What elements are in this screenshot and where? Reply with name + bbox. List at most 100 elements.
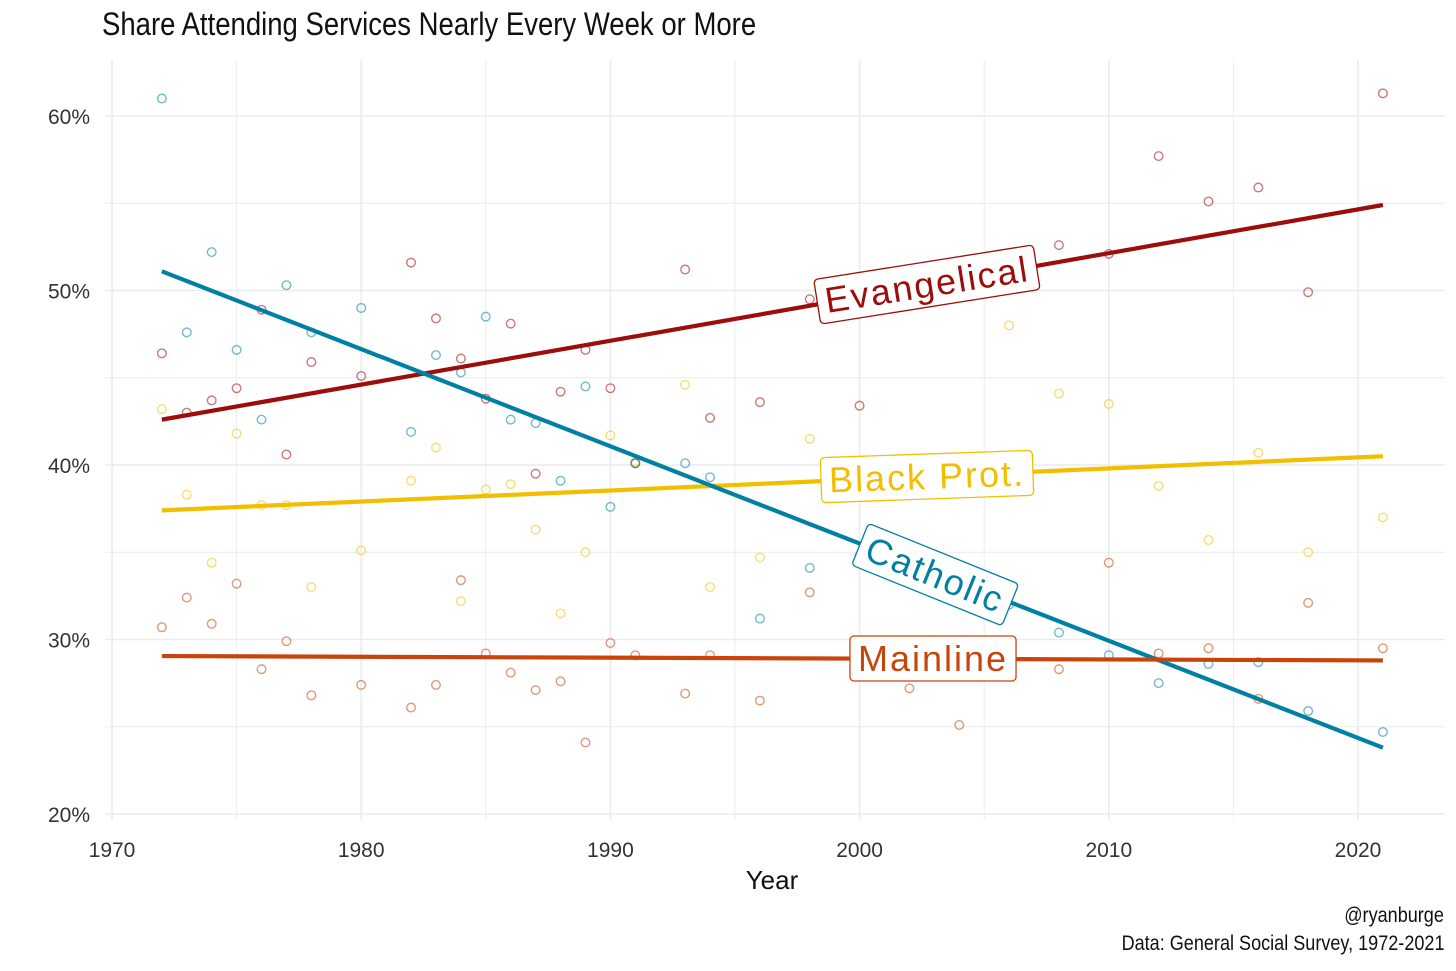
caption-source: Data: General Social Survey, 1972-2021 — [1121, 932, 1444, 955]
data-point — [680, 379, 691, 390]
data-point — [256, 664, 267, 675]
data-point — [206, 247, 217, 258]
data-point — [480, 484, 491, 495]
data-point — [580, 381, 591, 392]
data-point — [854, 400, 865, 411]
y-tick-label: 20% — [48, 804, 90, 827]
data-point — [505, 414, 516, 425]
x-tick-label: 2020 — [1335, 839, 1382, 862]
data-point — [306, 690, 317, 701]
x-tick-label: 1990 — [587, 839, 634, 862]
data-point — [1153, 678, 1164, 689]
data-point — [1253, 182, 1264, 193]
data-point — [555, 676, 566, 687]
y-tick-label: 50% — [48, 281, 90, 304]
series-label-text: Black Prot. — [828, 453, 1025, 501]
data-point — [306, 582, 317, 593]
data-point — [356, 679, 367, 690]
x-tick-label: 1970 — [89, 839, 136, 862]
data-point — [231, 578, 242, 589]
data-point — [1153, 648, 1164, 659]
data-point — [1004, 320, 1015, 331]
data-point — [505, 318, 516, 329]
data-point — [904, 683, 915, 694]
series-points-black-prot- — [156, 320, 1388, 619]
x-axis-label: Year — [746, 865, 799, 895]
data-point — [1377, 512, 1388, 523]
series-label-box — [849, 635, 1017, 682]
data-point — [705, 472, 716, 483]
series-label: Black Prot. — [819, 449, 1035, 504]
data-point — [181, 592, 192, 603]
trend-line — [161, 269, 1384, 750]
series-label-text: Catholic — [860, 528, 1011, 621]
data-point — [505, 667, 516, 678]
data-point — [705, 412, 716, 423]
data-point — [1377, 726, 1388, 737]
data-point — [281, 636, 292, 647]
data-point — [1303, 547, 1314, 558]
data-point — [156, 93, 167, 104]
data-point — [804, 562, 815, 573]
data-point — [231, 344, 242, 355]
data-point — [630, 458, 641, 469]
series-label-box — [852, 523, 1019, 626]
data-point — [580, 547, 591, 558]
data-point — [1153, 151, 1164, 162]
data-point — [480, 311, 491, 322]
series-points-evangelical — [156, 88, 1388, 479]
data-point — [1053, 627, 1064, 638]
data-point — [804, 433, 815, 444]
data-point — [430, 313, 441, 324]
data-point — [804, 587, 815, 598]
data-point — [356, 545, 367, 556]
data-point — [530, 524, 541, 535]
data-point — [1303, 706, 1314, 717]
series-label-text: Mainline — [858, 638, 1008, 679]
series-label-box — [819, 449, 1035, 504]
data-point — [406, 257, 417, 268]
data-point — [256, 414, 267, 425]
data-point — [555, 475, 566, 486]
data-point — [530, 685, 541, 696]
data-point — [505, 479, 516, 490]
series-label-box — [813, 244, 1041, 325]
data-point — [1303, 597, 1314, 608]
y-tick-label: 60% — [48, 106, 90, 129]
data-point — [181, 489, 192, 500]
data-point — [156, 622, 167, 633]
data-point — [680, 688, 691, 699]
data-point — [306, 357, 317, 368]
data-point — [1303, 287, 1314, 298]
data-point — [1253, 657, 1264, 668]
trend-line — [161, 653, 1383, 663]
x-tick-label: 2000 — [836, 839, 883, 862]
data-point — [281, 280, 292, 291]
data-point — [954, 720, 965, 731]
series-label: Mainline — [849, 635, 1017, 682]
data-point — [455, 575, 466, 586]
data-point — [1203, 196, 1214, 207]
data-point — [231, 428, 242, 439]
data-point — [156, 348, 167, 359]
data-point — [406, 702, 417, 713]
data-point — [1103, 557, 1114, 568]
data-point — [680, 264, 691, 275]
data-point — [206, 395, 217, 406]
data-point — [206, 557, 217, 568]
data-point — [605, 383, 616, 394]
data-point — [804, 294, 815, 305]
trend-line — [161, 454, 1384, 513]
data-point — [754, 397, 765, 408]
y-tick-label: 30% — [48, 630, 90, 653]
data-point — [1203, 535, 1214, 546]
data-point — [754, 695, 765, 706]
y-tick-label: 40% — [48, 455, 90, 478]
data-point — [1053, 240, 1064, 251]
data-point — [281, 449, 292, 460]
data-point — [530, 468, 541, 479]
data-point — [156, 404, 167, 415]
trend-line — [161, 202, 1384, 422]
series-label-text: Evangelical — [822, 248, 1032, 321]
